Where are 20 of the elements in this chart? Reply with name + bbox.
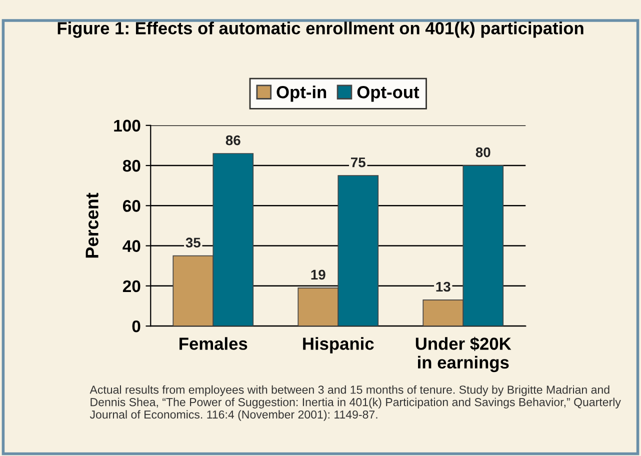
y-tick-label: 60 <box>122 200 140 212</box>
text: Actual results from employees with between 3 and 15 months of tenure. Study by Brigitte Madrian and Dennis Shea, “The Power of Suggestion: Inertia in 401(k) Participation and Savings Behavior,” Quarterly Journal of Economics. 116:4 (November 2001): 1149-87. <box>90 385 621 421</box>
x-tick-label: Females <box>180 337 248 350</box>
y-tick-label: 80 <box>122 160 140 172</box>
legend-label: Opt-out <box>357 86 420 102</box>
legend-label: Opt-in <box>276 86 326 102</box>
y-axis-title: Percent <box>86 192 98 258</box>
data-label: 35 <box>186 238 200 248</box>
data-label: 86 <box>226 135 240 146</box>
y-tick-label: 100 <box>114 120 140 132</box>
data-label: 19 <box>311 270 326 280</box>
x-tick-label: Hispanic <box>303 337 374 354</box>
data-label: 13 <box>436 282 450 292</box>
data-label: 75 <box>351 158 366 168</box>
y-tick-label: 40 <box>122 240 140 252</box>
y-tick-label: 0 <box>132 320 140 332</box>
x-tick-label: Under $20K in earnings <box>416 336 512 372</box>
chart-title: Figure 1: Effects of automatic enrollment on 401(k) participation <box>58 22 584 38</box>
y-tick-label: 20 <box>122 280 140 292</box>
data-label: 80 <box>476 147 490 158</box>
